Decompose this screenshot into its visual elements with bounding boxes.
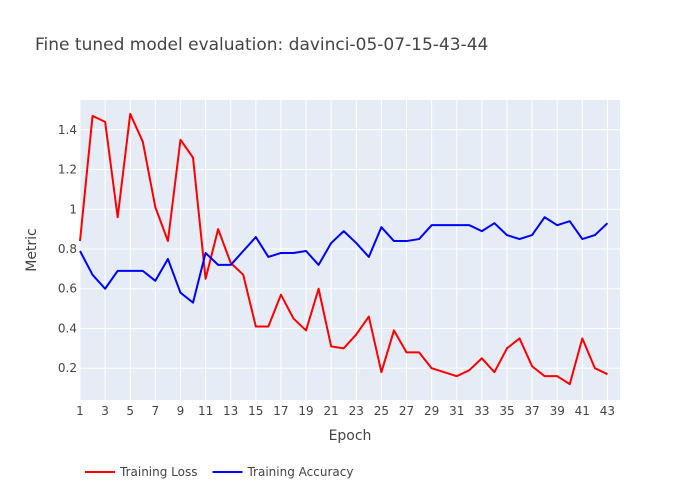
x-tick-label: 25 [374, 404, 389, 418]
x-tick-label: 3 [101, 404, 109, 418]
legend-label: Training Loss [119, 465, 197, 479]
y-tick-label: 0.2 [58, 361, 77, 375]
y-axis-title: Metric [24, 228, 40, 272]
series-line-training-loss [79, 112, 608, 386]
y-tick-label: 1 [69, 202, 77, 216]
series-lines [79, 112, 609, 386]
x-tick-label: 37 [524, 404, 539, 418]
x-tick-label: 29 [424, 404, 439, 418]
x-tick-label: 9 [177, 404, 185, 418]
y-tick-label: 0.6 [58, 282, 77, 296]
x-tick-label: 17 [273, 404, 288, 418]
x-tick-label: 5 [126, 404, 134, 418]
legend[interactable]: Training Loss Training Accuracy [85, 465, 353, 479]
x-tick-label: 1 [76, 404, 84, 418]
y-tick-label: 0.4 [58, 321, 77, 335]
x-tick-label: 19 [298, 404, 313, 418]
x-axis-ticks: 1 3 5 7 9 11 13 15 17 19 21 23 25 27 29 31 33 35 37 39 41 43 [76, 404, 615, 418]
x-tick-label: 35 [499, 404, 514, 418]
legend-item-training-accuracy[interactable]: Training Accuracy [212, 465, 353, 479]
x-tick-label: 7 [152, 404, 160, 418]
x-tick-label: 23 [349, 404, 364, 418]
chart-title: Fine tuned model evaluation: davinci-05-… [35, 35, 488, 55]
y-tick-label: 1.2 [58, 163, 77, 177]
x-tick-label: 43 [600, 404, 615, 418]
x-tick-label: 15 [248, 404, 263, 418]
x-tick-label: 21 [324, 404, 339, 418]
y-tick-label: 0.8 [58, 242, 77, 256]
series-line-training-accuracy [79, 216, 609, 304]
x-tick-label: 11 [198, 404, 213, 418]
x-tick-label: 39 [550, 404, 565, 418]
legend-item-training-loss[interactable]: Training Loss [85, 465, 197, 479]
legend-label: Training Accuracy [246, 465, 353, 479]
y-axis-ticks: 0.2 0.4 0.6 0.8 1 1.2 1.4 [58, 123, 77, 375]
x-tick-label: 33 [474, 404, 489, 418]
x-axis-title: Epoch [329, 428, 372, 444]
x-tick-label: 13 [223, 404, 238, 418]
plot-area [80, 100, 620, 400]
x-tick-label: 41 [575, 404, 590, 418]
y-tick-label: 1.4 [58, 123, 77, 137]
x-tick-label: 31 [449, 404, 464, 418]
x-tick-label: 27 [399, 404, 414, 418]
grid-lines [79, 100, 620, 400]
